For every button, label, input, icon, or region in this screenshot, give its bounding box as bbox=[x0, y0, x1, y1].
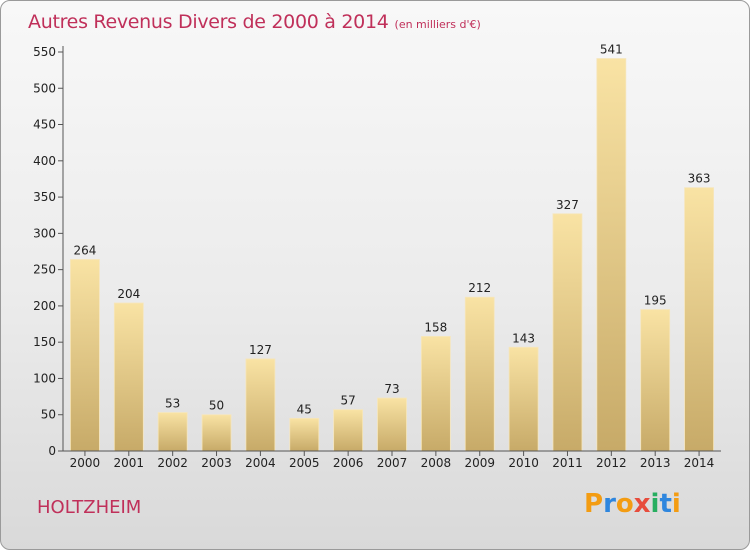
bar bbox=[420, 335, 451, 452]
x-tick-label: 2003 bbox=[201, 456, 232, 470]
brand-letter: t bbox=[659, 489, 672, 519]
bar-value-label: 158 bbox=[424, 320, 447, 334]
x-tick-label: 2001 bbox=[114, 456, 145, 470]
bar bbox=[113, 302, 144, 452]
bar bbox=[70, 259, 100, 452]
y-tick-label: 200 bbox=[33, 299, 56, 313]
x-tick-label: 2010 bbox=[508, 456, 539, 470]
y-tick-label: 300 bbox=[33, 226, 56, 240]
y-tick-label: 550 bbox=[33, 45, 56, 59]
x-tick-label: 2000 bbox=[70, 456, 101, 470]
y-tick-label: 0 bbox=[48, 444, 56, 458]
bar bbox=[508, 346, 539, 452]
x-axis: 2000 2001 2002 2003 2004 2005 2006 2007 2008 2009… bbox=[63, 450, 721, 470]
y-tick-label: 100 bbox=[33, 371, 56, 385]
bar bbox=[464, 296, 495, 452]
x-tick-label: 2005 bbox=[289, 456, 320, 470]
bar bbox=[333, 409, 364, 452]
bar-value-label: 204 bbox=[117, 287, 140, 301]
bar bbox=[245, 358, 276, 452]
bar-value-label: 73 bbox=[384, 382, 399, 396]
bar-value-label: 143 bbox=[512, 331, 535, 345]
x-tick-label: 2007 bbox=[377, 456, 408, 470]
y-axis: 0 50 100 150 200 250 300 350 400 450 500 550 bbox=[33, 45, 64, 458]
y-tick-label: 150 bbox=[33, 335, 56, 349]
bar-value-label: 541 bbox=[600, 43, 623, 57]
brand-letter: i bbox=[671, 489, 681, 519]
bar-value-label: 264 bbox=[73, 243, 96, 257]
bar bbox=[596, 58, 627, 452]
bar-value-label: 53 bbox=[165, 397, 180, 411]
x-tick-label: 2011 bbox=[552, 456, 583, 470]
bar bbox=[684, 187, 714, 452]
bar-value-label: 50 bbox=[209, 399, 224, 413]
y-tick-label: 350 bbox=[33, 190, 56, 204]
bar-value-label: 45 bbox=[297, 402, 312, 416]
x-tick-label: 2004 bbox=[245, 456, 276, 470]
place-label: HOLTZHEIM bbox=[37, 497, 142, 518]
bar-value-label: 127 bbox=[249, 343, 272, 357]
bar bbox=[157, 412, 188, 452]
bar bbox=[289, 417, 320, 452]
bar-value-label: 195 bbox=[644, 294, 667, 308]
x-tick-label: 2009 bbox=[464, 456, 495, 470]
brand-letter: P bbox=[584, 489, 604, 519]
y-tick-label: 500 bbox=[33, 81, 56, 95]
bar-value-label: 327 bbox=[556, 198, 579, 212]
brand-logo: Proxiti bbox=[584, 489, 681, 519]
bar bbox=[640, 309, 671, 452]
x-tick-label: 2014 bbox=[684, 456, 715, 470]
x-tick-label: 2008 bbox=[421, 456, 452, 470]
bars: 264 204 53 50 127 45 57 73 158 212 143 327 541 195 363 bbox=[70, 43, 714, 452]
y-tick-label: 400 bbox=[33, 154, 56, 168]
bar-value-label: 57 bbox=[340, 394, 355, 408]
bar-value-label: 363 bbox=[688, 172, 711, 186]
x-tick-label: 2006 bbox=[333, 456, 364, 470]
bar bbox=[377, 397, 407, 452]
chart-title-unit: (en milliers d'€) bbox=[394, 18, 481, 31]
x-tick-label: 2012 bbox=[596, 456, 627, 470]
brand-letter: i bbox=[650, 489, 660, 519]
x-tick-label: 2002 bbox=[157, 456, 188, 470]
chart-title-main: Autres Revenus Divers de 2000 à 2014 bbox=[28, 11, 389, 33]
y-tick-label: 50 bbox=[41, 408, 56, 422]
bar bbox=[201, 414, 232, 452]
bar bbox=[552, 213, 583, 452]
brand-letter: o bbox=[615, 489, 634, 519]
y-tick-label: 250 bbox=[33, 263, 56, 277]
y-tick-label: 450 bbox=[33, 118, 56, 132]
brand-letter: r bbox=[603, 489, 616, 519]
chart-title: Autres Revenus Divers de 2000 à 2014 (en … bbox=[28, 11, 481, 33]
brand-letter: x bbox=[633, 489, 651, 519]
x-tick-label: 2013 bbox=[640, 456, 671, 470]
bar-value-label: 212 bbox=[468, 281, 491, 295]
